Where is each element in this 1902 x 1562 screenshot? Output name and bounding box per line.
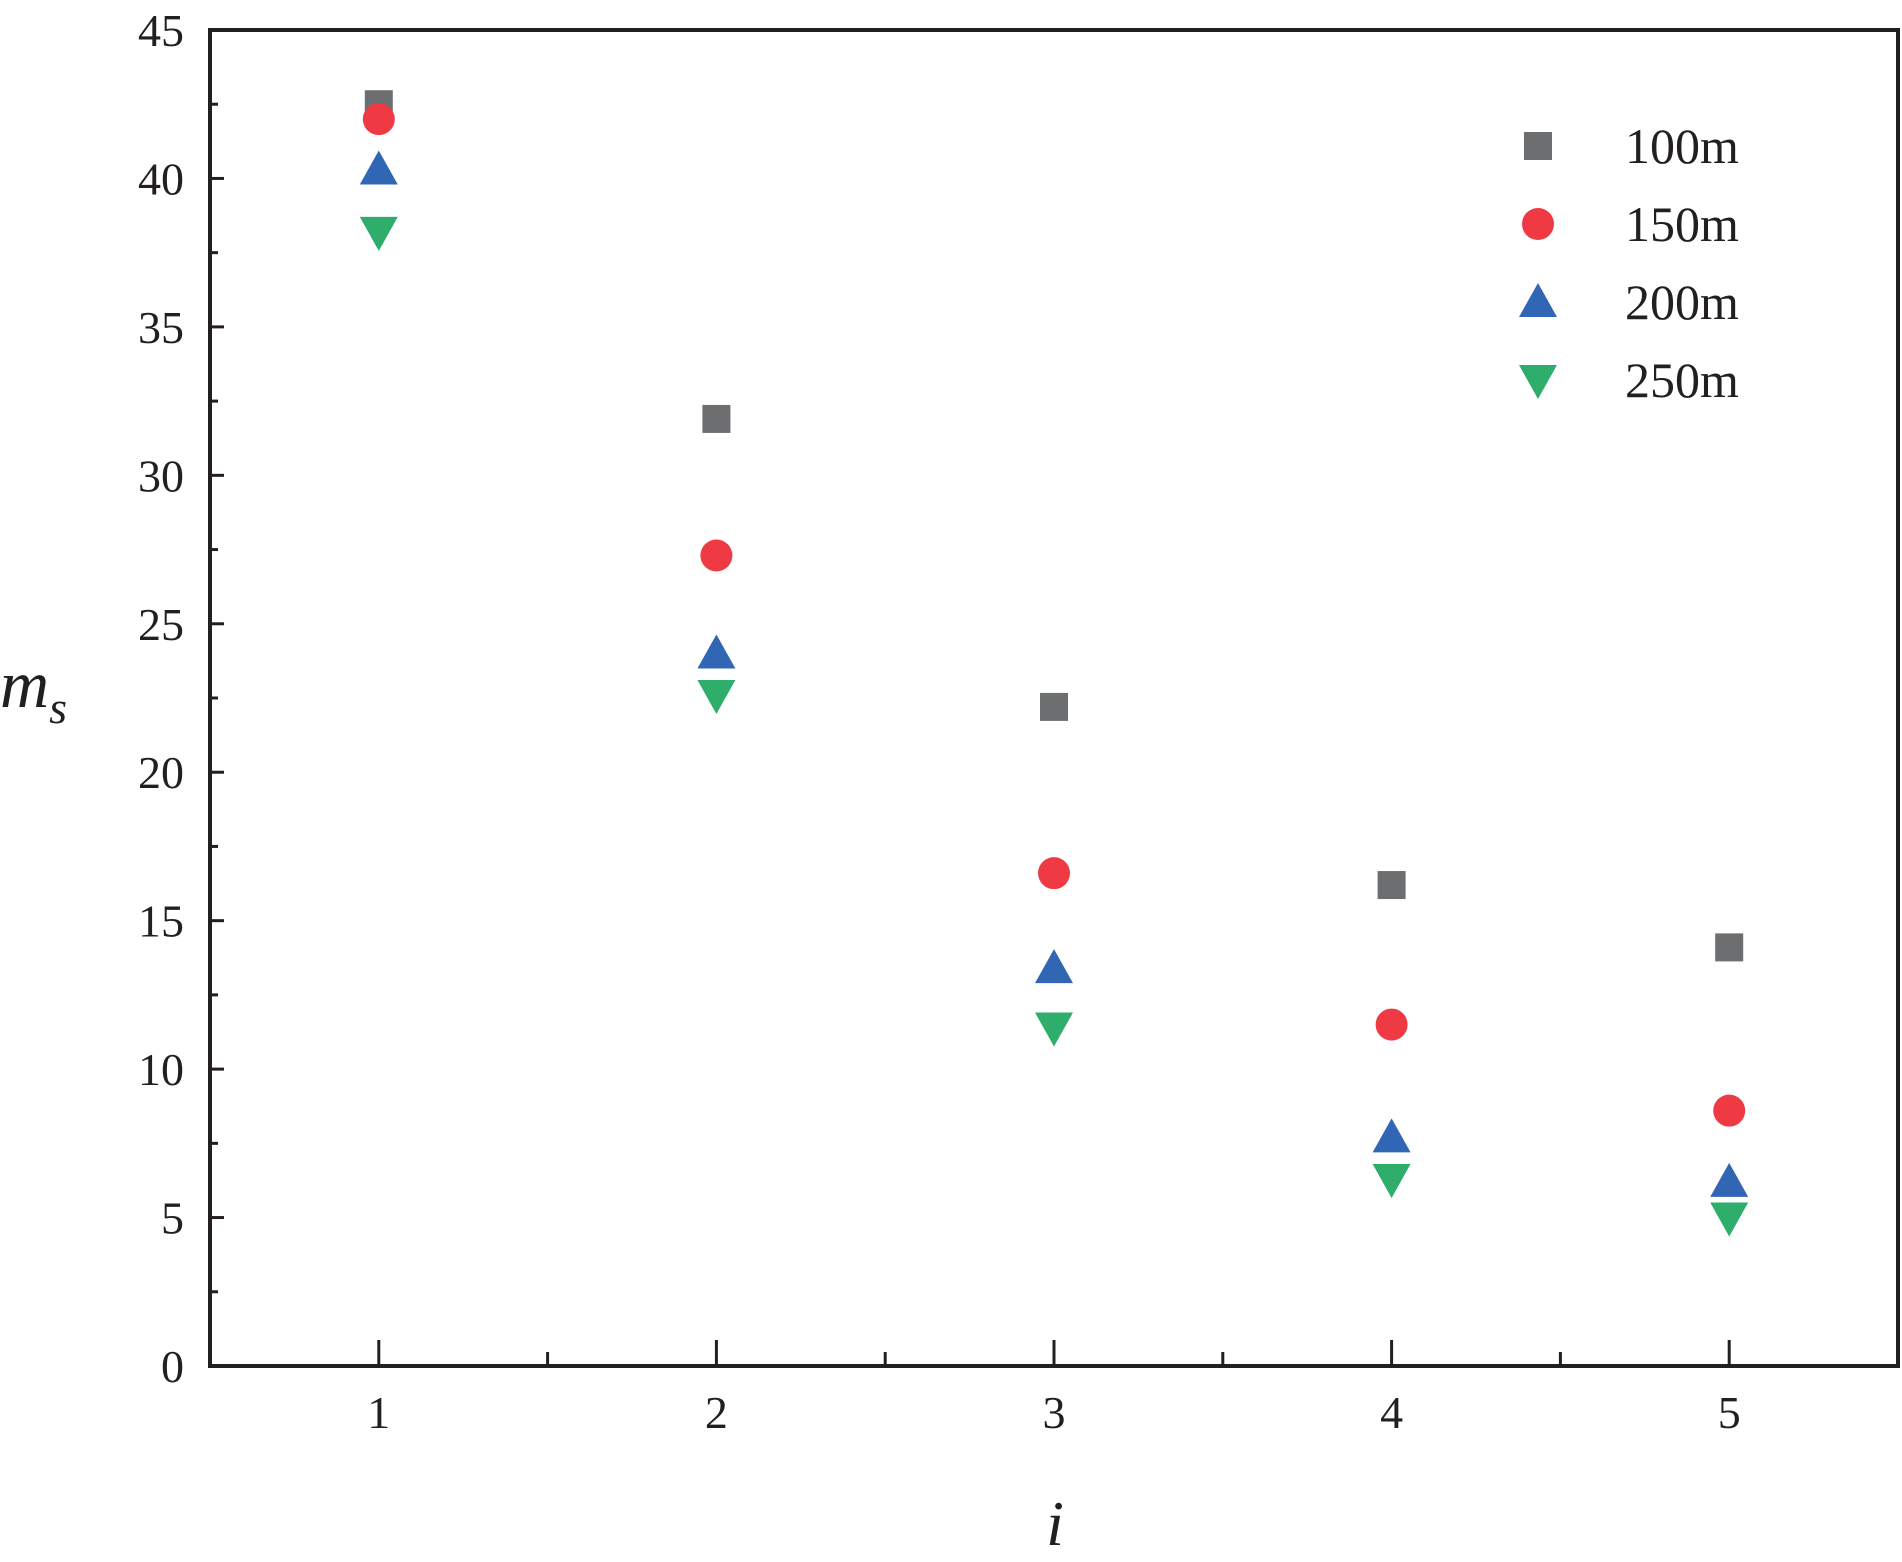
x-axis-title: i xyxy=(1046,1488,1064,1559)
y-tick-label: 45 xyxy=(138,5,184,56)
point-150m xyxy=(1038,857,1070,890)
point-250m xyxy=(359,216,398,251)
y-tick-label: 35 xyxy=(138,302,184,353)
point-250m xyxy=(697,680,736,715)
legend-label-250m: 250m xyxy=(1625,352,1739,408)
legend-marker-200m xyxy=(1519,283,1557,317)
point-150m xyxy=(1713,1094,1746,1127)
x-tick-label: 4 xyxy=(1380,1387,1403,1438)
x-tick-label: 2 xyxy=(705,1387,728,1438)
y-tick-label: 10 xyxy=(138,1044,184,1095)
point-250m xyxy=(1372,1163,1411,1198)
point-200m xyxy=(697,634,736,669)
x-tick-label: 5 xyxy=(1718,1387,1741,1438)
legend-marker-100m xyxy=(1524,132,1552,160)
legend: 100m 150m 200m 250m xyxy=(1519,118,1739,408)
point-100m xyxy=(1377,871,1406,900)
point-200m xyxy=(1035,949,1073,984)
legend-label-100m: 100m xyxy=(1625,118,1739,174)
point-150m xyxy=(700,539,733,572)
legend-marker-150m xyxy=(1522,208,1554,240)
y-tick-label: 30 xyxy=(138,450,184,501)
y-tick-label: 15 xyxy=(138,896,184,947)
point-250m xyxy=(1710,1202,1749,1237)
y-tick-label: 25 xyxy=(138,599,184,650)
point-100m xyxy=(702,404,731,433)
point-100m xyxy=(1715,933,1744,962)
x-tick-label: 1 xyxy=(367,1387,390,1438)
y-tick-label: 40 xyxy=(138,153,184,204)
x-tick-label: 3 xyxy=(1043,1387,1066,1438)
point-250m xyxy=(1035,1012,1073,1047)
legend-label-200m: 200m xyxy=(1625,274,1739,330)
x-axis: 1 2 3 4 5 xyxy=(367,1340,1741,1438)
y-tick-label: 20 xyxy=(138,747,184,798)
point-100m xyxy=(1040,692,1068,721)
data-points xyxy=(359,90,1749,1237)
y-axis: 0 5 10 15 20 25 30 35 40 45 xyxy=(138,5,224,1392)
point-200m xyxy=(359,150,398,185)
point-200m xyxy=(1372,1118,1411,1153)
y-tick-label: 5 xyxy=(161,1193,184,1244)
y-axis-title-main: m xyxy=(0,646,49,722)
point-200m xyxy=(1710,1162,1749,1197)
point-150m xyxy=(362,103,395,136)
y-tick-label: 0 xyxy=(161,1341,184,1392)
point-150m xyxy=(1375,1008,1408,1041)
legend-marker-250m xyxy=(1519,365,1557,399)
legend-label-150m: 150m xyxy=(1625,196,1739,252)
y-axis-title: ms xyxy=(0,646,67,733)
y-axis-title-subscript: s xyxy=(49,682,67,733)
